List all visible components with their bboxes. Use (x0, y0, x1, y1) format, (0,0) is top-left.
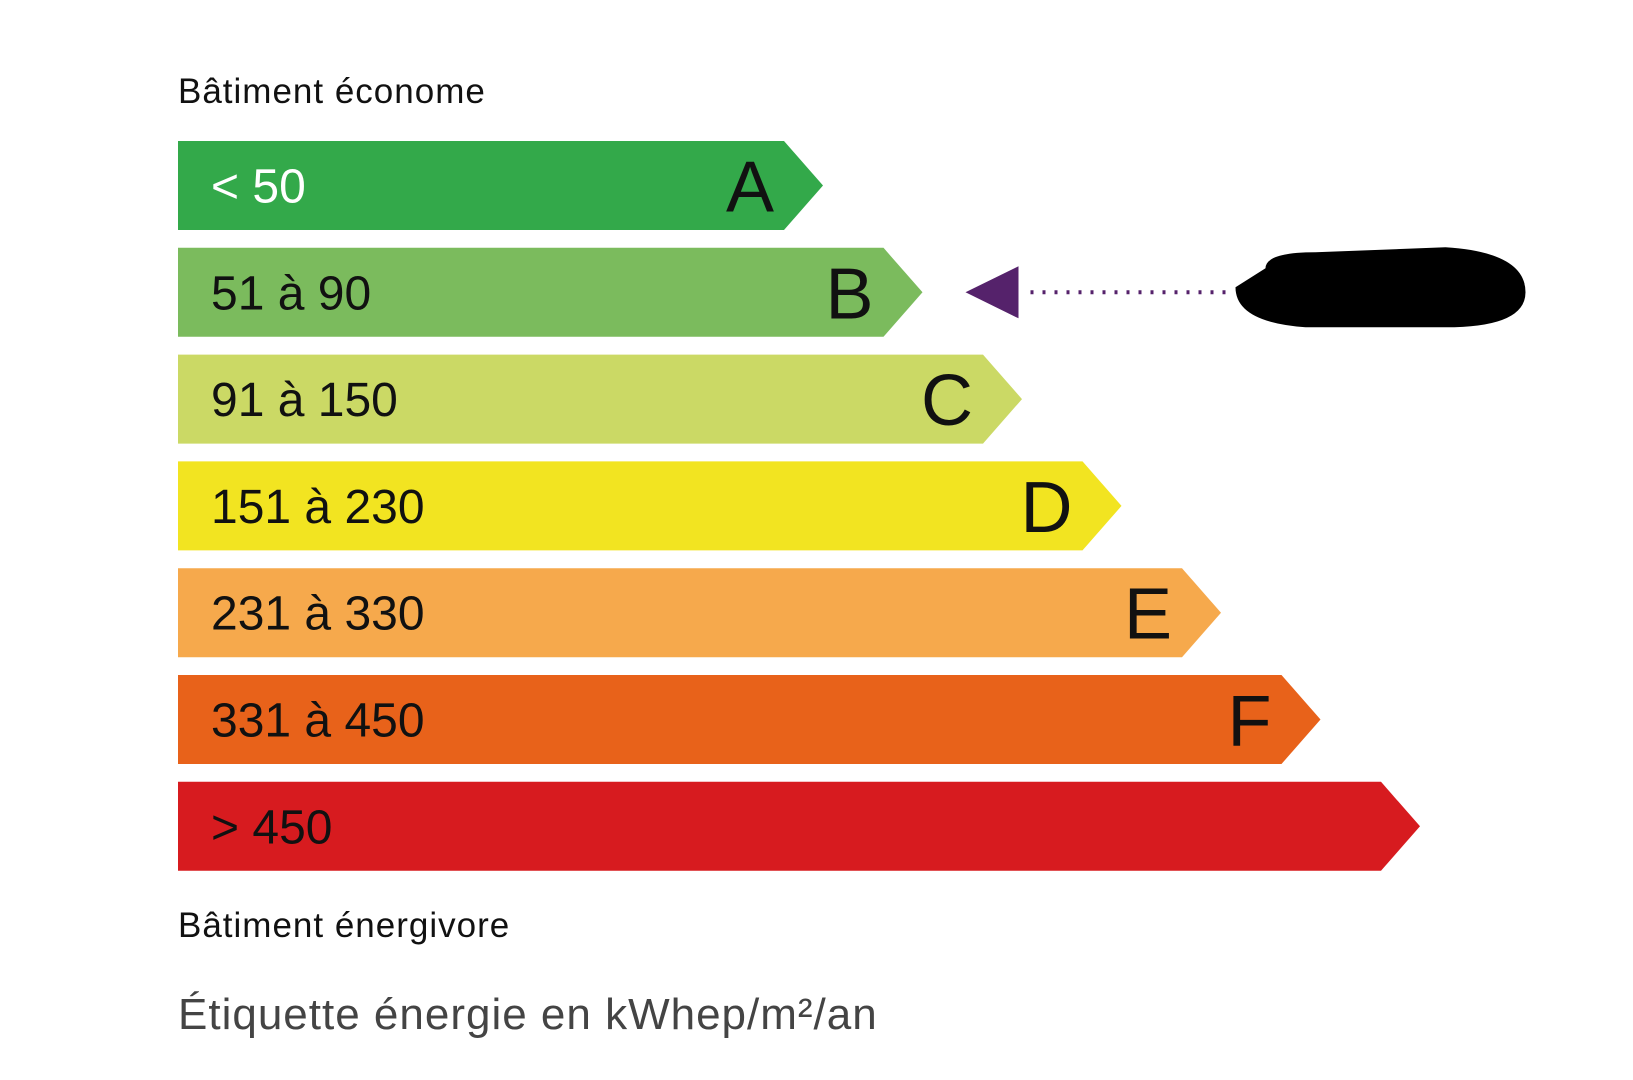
class-letter-F: F (1228, 682, 1272, 762)
top-label: Bâtiment économe (178, 72, 486, 111)
bar-B (178, 247, 923, 337)
class-letter-C: C (921, 361, 973, 441)
bottom-label: Bâtiment énergivore (178, 906, 511, 945)
redacted-value-blob (1235, 247, 1526, 328)
range-label-D: 151 à 230 (211, 481, 425, 534)
class-letter-E: E (1124, 575, 1172, 655)
range-label-E: 231 à 330 (211, 588, 425, 641)
bar-C (178, 354, 1022, 444)
bar-F (178, 675, 1321, 764)
range-label-G: > 450 (211, 801, 332, 854)
class-letter-A: A (726, 148, 774, 228)
range-label-C: 91 à 150 (211, 374, 398, 427)
class-letter-B: B (825, 254, 873, 334)
unit-caption: Étiquette énergie en kWhep/m²/an (178, 990, 878, 1039)
bar-E (178, 568, 1221, 658)
bar-D (178, 461, 1122, 551)
bar-G (178, 781, 1420, 871)
indicator-arrow-icon (965, 266, 1019, 319)
bar-A (178, 141, 823, 230)
range-label-A: < 50 (211, 161, 306, 214)
range-label-F: 331 à 450 (211, 695, 425, 748)
class-letter-D: D (1021, 468, 1073, 548)
range-label-B: 51 à 90 (211, 267, 371, 320)
